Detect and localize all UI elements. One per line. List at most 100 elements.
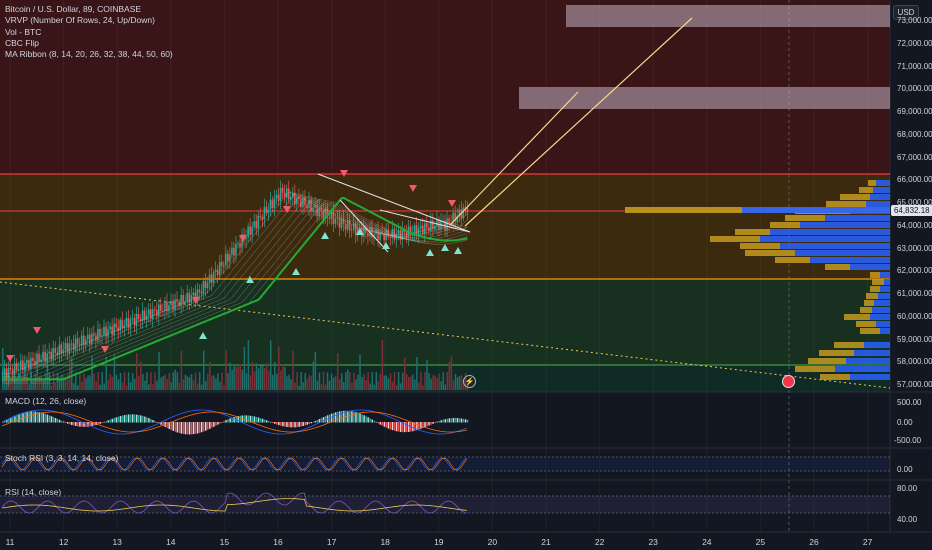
indicator-ma-ribbon[interactable]: MA Ribbon (8, 14, 20, 26, 32, 38, 44, 50… xyxy=(5,49,173,60)
macd-histogram-bar xyxy=(385,422,388,428)
symbol-title[interactable]: Bitcoin / U.S. Dollar, 89, COINBASE xyxy=(5,4,142,14)
currency-button[interactable]: USD xyxy=(893,5,919,20)
candle-body xyxy=(267,209,270,214)
candle-body xyxy=(423,223,426,235)
volume-bar xyxy=(121,382,124,390)
macd-label[interactable]: MACD (12, 26, close) xyxy=(5,396,87,406)
volume-profile-bar xyxy=(878,293,890,299)
volume-bar xyxy=(385,375,388,390)
ma-60-line xyxy=(2,196,468,381)
macd-histogram-bar xyxy=(202,422,205,432)
supply-box-upper xyxy=(566,5,890,27)
volume-bar xyxy=(416,356,418,390)
macd-histogram-bar xyxy=(375,421,378,423)
volume-bar xyxy=(345,372,347,390)
rsi-label[interactable]: RSI (14, close) xyxy=(5,487,62,497)
macd-histogram-bar xyxy=(282,422,284,427)
macd-histogram-bar xyxy=(28,411,30,423)
macd-histogram-bar xyxy=(269,421,272,423)
volume-profile-bar xyxy=(825,215,890,221)
candle-body xyxy=(245,237,247,240)
volume-bar xyxy=(456,377,459,390)
volume-bar xyxy=(60,374,63,390)
macd-histogram-bar xyxy=(219,422,221,424)
volume-bar xyxy=(267,371,270,390)
volume-bar xyxy=(410,376,412,390)
macd-histogram-bar xyxy=(40,412,43,423)
indicator-vrvp[interactable]: VRVP (Number Of Rows, 24, Up/Down) xyxy=(5,15,155,26)
macd-histogram-bar xyxy=(77,422,79,427)
candle-body xyxy=(348,220,351,231)
macd-histogram-bar xyxy=(18,413,20,423)
macd-histogram-bar xyxy=(255,416,258,423)
candle-body xyxy=(153,309,156,311)
volume-bar xyxy=(286,376,288,390)
flag-line xyxy=(339,199,389,253)
candle-body xyxy=(446,218,448,231)
candle-body xyxy=(425,223,428,228)
time-tick: 12 xyxy=(58,537,69,547)
macd-histogram-bar xyxy=(343,410,345,423)
volume-bar xyxy=(353,372,355,390)
macd-histogram-bar xyxy=(166,422,168,428)
candle-body xyxy=(403,229,406,233)
stoch-rsi-label[interactable]: Stoch RSI (3, 3, 14, 14, close) xyxy=(5,453,119,463)
macd-histogram-bar xyxy=(432,422,434,424)
volume-bar xyxy=(10,379,12,390)
candle-body xyxy=(155,309,158,317)
volume-bar xyxy=(200,384,203,390)
candle-body xyxy=(373,234,375,238)
candle-body xyxy=(310,200,312,212)
candle-body xyxy=(200,292,203,294)
candle-body xyxy=(46,353,48,362)
candle-body xyxy=(121,319,124,329)
candle-body xyxy=(415,225,418,236)
candle-body xyxy=(393,228,396,240)
volume-bar xyxy=(430,378,432,390)
macd-histogram-bar xyxy=(127,414,130,423)
candle-body xyxy=(164,301,166,312)
macd-histogram-bar xyxy=(44,413,47,423)
volume-bar xyxy=(269,340,272,390)
volume-bar xyxy=(434,375,436,390)
macd-histogram-bar xyxy=(245,415,248,423)
candle-body xyxy=(300,198,302,208)
macd-histogram-bar xyxy=(363,415,365,423)
candle-body xyxy=(259,215,262,218)
volume-bar xyxy=(166,378,168,390)
candle-body xyxy=(421,225,424,235)
stoch-tick-0: 0.00 xyxy=(897,465,913,474)
macd-histogram-bar xyxy=(129,414,132,423)
volume-bar xyxy=(154,372,156,390)
lightning-icon[interactable]: ⚡ xyxy=(463,375,476,388)
macd-histogram-bar xyxy=(397,422,400,432)
candle-body xyxy=(60,344,63,354)
macd-histogram-bar xyxy=(298,422,300,427)
candle-body xyxy=(428,227,430,231)
user-avatar-icon[interactable] xyxy=(782,375,795,388)
indicator-cbc-flip[interactable]: CBC Flip xyxy=(5,37,40,48)
volume-bar xyxy=(245,373,248,390)
macd-histogram-bar xyxy=(391,422,394,431)
volume-bar xyxy=(87,375,89,390)
candle-body xyxy=(289,197,292,200)
macd-histogram-bar xyxy=(464,419,467,423)
volume-bar xyxy=(440,380,442,390)
volume-bar xyxy=(176,372,179,390)
candle-body xyxy=(342,218,345,224)
macd-histogram-bar xyxy=(292,422,294,428)
indicator-volume[interactable]: Vol - BTC xyxy=(5,26,42,37)
volume-profile-bar xyxy=(710,236,760,242)
candle-body xyxy=(332,212,335,224)
volume-bar xyxy=(46,359,49,390)
macd-histogram-bar xyxy=(152,419,154,423)
macd-histogram-bar xyxy=(217,422,219,425)
candle-body xyxy=(249,226,251,235)
macd-histogram-bar xyxy=(403,422,406,433)
macd-histogram-bar xyxy=(79,422,81,427)
volume-bar xyxy=(211,375,213,390)
candle-body xyxy=(99,329,101,337)
macd-histogram-bar xyxy=(416,422,418,431)
volume-profile-bar xyxy=(876,180,890,186)
